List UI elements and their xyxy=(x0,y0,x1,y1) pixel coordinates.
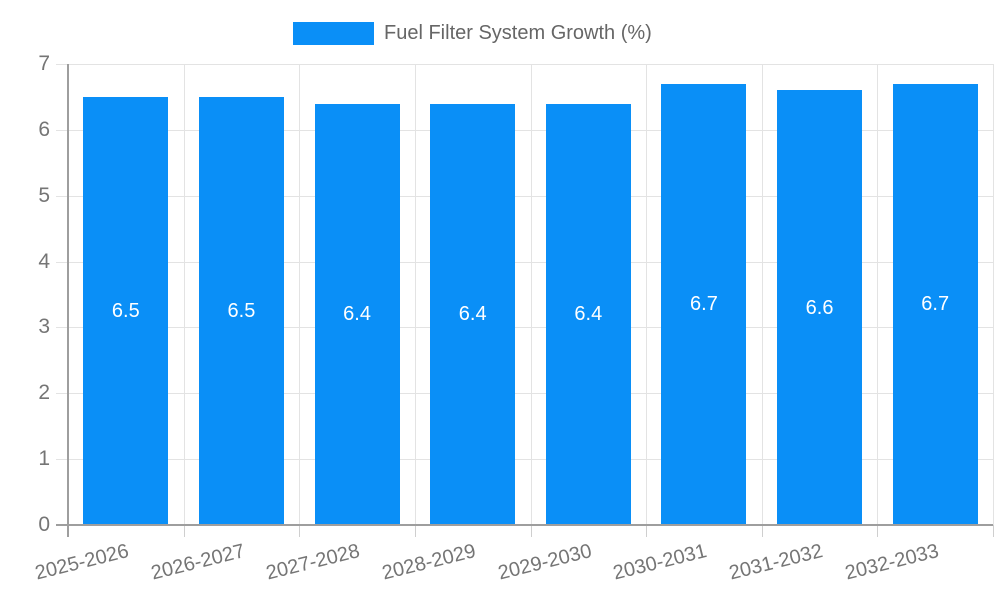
y-axis-tick-label: 0 xyxy=(38,513,50,536)
bar xyxy=(892,83,978,525)
x-axis-tick-label: 2025-2026 xyxy=(32,540,132,585)
x-axis-tick-label: 2028-2029 xyxy=(379,540,479,585)
x-axis-tick-label: 2030-2031 xyxy=(611,540,710,585)
y-gridline xyxy=(56,129,993,131)
x-gridline xyxy=(414,64,416,525)
x-gridline xyxy=(761,64,763,525)
x-axis-tick-label: 2027-2028 xyxy=(264,540,363,585)
bar xyxy=(777,90,863,525)
y-axis-line xyxy=(67,64,69,537)
y-axis-tick-label: 5 xyxy=(38,183,50,207)
chart-legend: Fuel Filter System Growth (%) xyxy=(293,22,652,45)
bar-value-label: 6.4 xyxy=(574,303,603,326)
bar-value-label: 6.7 xyxy=(690,293,718,316)
bar-value-label: 6.4 xyxy=(458,303,487,326)
y-gridline xyxy=(56,327,993,329)
x-axis-tick-mark xyxy=(993,525,994,537)
y-gridline xyxy=(56,261,993,263)
bar xyxy=(545,103,631,525)
x-axis-tick-label: 2029-2030 xyxy=(495,540,594,585)
y-axis-tick-label: 3 xyxy=(38,315,50,339)
x-gridline xyxy=(299,64,301,525)
y-gridline xyxy=(56,459,993,461)
x-gridline xyxy=(183,64,185,525)
bar-value-label: 6.6 xyxy=(805,296,834,319)
bar xyxy=(661,83,747,525)
x-axis-tick-label: 2026-2027 xyxy=(148,540,247,585)
bar-value-label: 6.7 xyxy=(921,293,950,316)
x-gridline xyxy=(646,64,648,525)
y-axis-tick-label: 4 xyxy=(38,249,50,273)
x-axis-tick-mark xyxy=(299,525,301,537)
y-axis-tick-label: 1 xyxy=(38,447,50,471)
x-axis-tick-label: 2032-2033 xyxy=(842,540,941,585)
y-axis-tick-label: 6 xyxy=(38,117,50,141)
x-axis-tick-label: 2031-2032 xyxy=(726,540,825,585)
bar xyxy=(314,103,400,525)
y-axis-tick-label: 2 xyxy=(38,381,50,405)
bar-value-label: 6.4 xyxy=(343,303,371,326)
bar xyxy=(83,96,169,525)
bar xyxy=(198,96,284,525)
x-axis-tick-mark xyxy=(183,525,185,537)
x-gridline xyxy=(530,64,532,525)
legend-label: Fuel Filter System Growth (%) xyxy=(384,22,652,44)
y-axis-tick-label: 7 xyxy=(38,52,50,75)
y-gridline xyxy=(56,393,993,395)
y-gridline xyxy=(56,195,993,197)
x-axis-tick-mark xyxy=(646,525,648,537)
x-axis-tick-mark xyxy=(761,525,763,537)
x-gridline xyxy=(993,64,994,525)
x-axis-line xyxy=(56,524,993,526)
bar-value-label: 6.5 xyxy=(111,299,140,322)
y-gridline xyxy=(56,64,993,65)
x-axis-tick-mark xyxy=(530,525,532,537)
legend-swatch xyxy=(293,22,374,45)
bar xyxy=(430,103,516,525)
bar-value-label: 6.5 xyxy=(227,299,256,322)
x-axis-tick-mark xyxy=(877,525,879,537)
x-gridline xyxy=(877,64,879,525)
x-axis-tick-mark xyxy=(414,525,416,537)
